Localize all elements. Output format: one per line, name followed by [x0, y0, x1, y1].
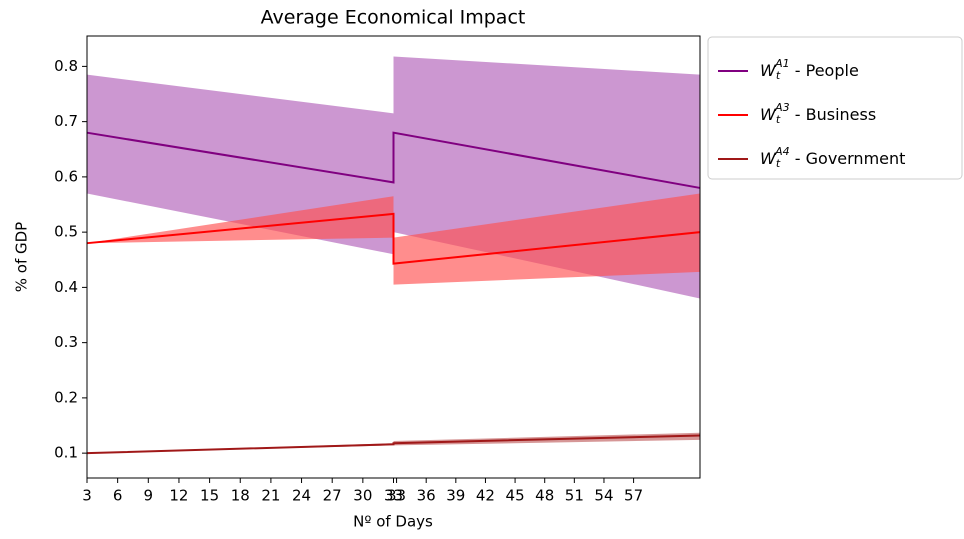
y-tick-label: 0.6 [54, 167, 78, 185]
y-axis-label: % of GDP [13, 222, 31, 292]
legend-symbol: W [760, 61, 777, 80]
y-tick-label: 0.5 [54, 223, 78, 241]
y-tick-label: 0.2 [54, 388, 78, 406]
x-tick-label: 33 [384, 487, 403, 505]
x-tick-label: 24 [292, 487, 311, 505]
x-tick-label: 30 [353, 487, 372, 505]
series-line [86, 212, 701, 265]
x-tick-label: 9 [144, 487, 154, 505]
legend-subscript: t [776, 113, 781, 126]
x-tick-label: 18 [231, 487, 250, 505]
x-tick-label: 54 [594, 487, 613, 505]
legend-name: - Government [790, 149, 906, 168]
y-tick-label: 0.3 [54, 333, 78, 351]
x-tick-label: 48 [535, 487, 554, 505]
legend-symbol: W [760, 149, 777, 168]
series-line [86, 434, 701, 455]
x-tick-label: 39 [446, 487, 465, 505]
x-tick-label: 36 [417, 487, 436, 505]
series-line [86, 131, 701, 189]
legend-label: WtA1 - People [760, 57, 859, 82]
legend-superscript: A1 [774, 57, 790, 70]
legend-name: - People [790, 61, 859, 80]
x-tick-label: 42 [476, 487, 495, 505]
x-tick-label: 12 [169, 487, 188, 505]
legend-subscript: t [776, 69, 781, 82]
y-tick-label: 0.8 [54, 57, 78, 75]
chart-title: Average Economical Impact [261, 7, 526, 29]
legend-box [707, 36, 963, 180]
x-tick-label: 57 [624, 487, 643, 505]
legend-superscript: A3 [774, 101, 790, 114]
x-tick-label: 51 [565, 487, 584, 505]
x-tick-label: 21 [261, 487, 280, 505]
x-tick-label: 45 [506, 487, 525, 505]
x-tick-label: 15 [200, 487, 219, 505]
y-tick-label: 0.1 [54, 444, 78, 462]
legend-name: - Business [790, 105, 877, 124]
legend-superscript: A4 [774, 145, 790, 158]
x-axis-label: Nº of Days [353, 513, 433, 531]
x-tick-label: 6 [113, 487, 123, 505]
x-tick-label: 3 [82, 487, 92, 505]
legend-label: WtA4 - Government [760, 145, 905, 170]
legend-symbol: W [760, 105, 777, 124]
y-tick-label: 0.7 [54, 112, 78, 130]
legend-label: WtA3 - Business [760, 101, 876, 126]
x-tick-label: 27 [323, 487, 342, 505]
y-tick-label: 0.4 [54, 278, 78, 296]
x-tick-label: 33 [387, 487, 406, 505]
legend-subscript: t [776, 157, 781, 170]
